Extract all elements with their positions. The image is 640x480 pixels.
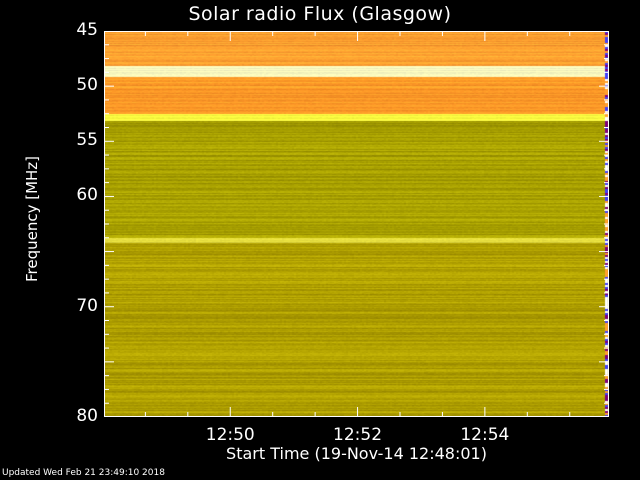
plot-axes bbox=[104, 31, 609, 417]
y-tick-label: 55 bbox=[76, 130, 98, 151]
y-tick-label: 70 bbox=[76, 295, 98, 316]
y-tick-label: 60 bbox=[76, 185, 98, 206]
plot-frame bbox=[104, 31, 609, 417]
y-tick-label: 45 bbox=[76, 20, 98, 40]
x-tick-label: 12:54 bbox=[460, 425, 510, 445]
updated-timestamp: Updated Wed Feb 21 23:49:10 2018 bbox=[2, 468, 165, 478]
x-axis-label: Start Time (19-Nov-14 12:48:01) bbox=[226, 444, 487, 463]
spectrogram-heatmap bbox=[104, 31, 609, 417]
x-tick-label: 12:52 bbox=[333, 425, 383, 445]
x-tick-label: 12:50 bbox=[205, 425, 255, 445]
spectrogram-plot bbox=[104, 31, 609, 417]
y-tick-label: 80 bbox=[76, 406, 98, 426]
y-axis-label: Frequency [MHz] bbox=[23, 155, 41, 283]
y-tick-label: 50 bbox=[76, 75, 98, 96]
chart-title: Solar radio Flux (Glasgow) bbox=[188, 3, 452, 25]
